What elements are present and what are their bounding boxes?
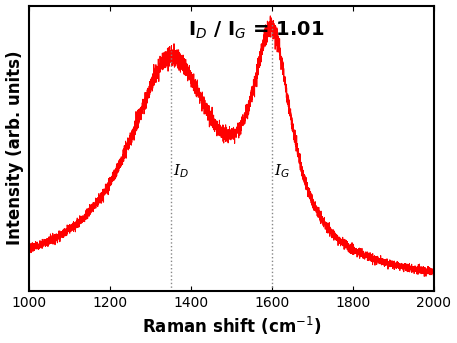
Text: I$_G$: I$_G$ (274, 162, 290, 180)
Text: I$_D$ / I$_G$ = 1.01: I$_D$ / I$_G$ = 1.01 (187, 20, 324, 41)
Y-axis label: Intensity (arb. units): Intensity (arb. units) (5, 51, 24, 246)
X-axis label: Raman shift (cm$^{-1}$): Raman shift (cm$^{-1}$) (142, 315, 321, 338)
Text: I$_D$: I$_D$ (173, 162, 189, 180)
